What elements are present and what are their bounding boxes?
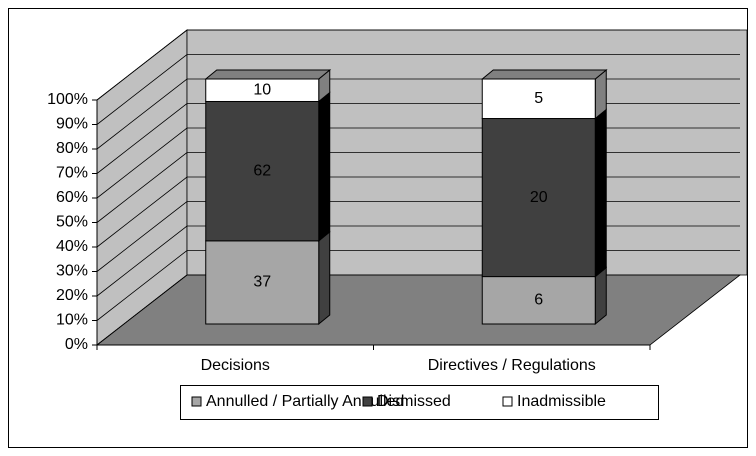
data-label: 6 [534, 292, 543, 309]
bar-side [318, 230, 331, 326]
y-tick-label: 40% [56, 238, 88, 255]
legend-swatch [502, 396, 513, 407]
bar [481, 78, 596, 120]
bar [205, 78, 320, 102]
bar-top [204, 69, 332, 80]
x-tick-label: Directives / Regulations [428, 357, 596, 374]
grid-line [96, 29, 740, 101]
y-tick-label: 10% [56, 312, 88, 329]
bar [481, 118, 596, 278]
y-tick-label: 20% [56, 287, 88, 304]
y-tick-label: 60% [56, 189, 88, 206]
y-tick-label: 30% [56, 263, 88, 280]
legend-swatch [362, 396, 373, 407]
bar-side [594, 108, 607, 278]
data-label: 37 [253, 274, 271, 291]
data-label: 10 [253, 81, 271, 98]
floor [95, 274, 742, 346]
bar [205, 240, 320, 325]
bar [481, 276, 596, 325]
bar-side [594, 266, 607, 326]
bar-side [318, 91, 331, 242]
data-label: 62 [253, 162, 271, 179]
y-tick-label: 80% [56, 140, 88, 157]
legend-swatch [191, 396, 202, 407]
legend-label: Annulled / Partially Annulled [206, 393, 404, 410]
y-tick-label: 100% [47, 91, 88, 108]
y-tick-label: 0% [65, 336, 88, 353]
bar [205, 100, 320, 242]
x-tick-label: Decisions [201, 357, 270, 374]
data-label: 20 [530, 189, 548, 206]
y-tick-label: 50% [56, 214, 88, 231]
bars: 37 62 10 6 20 5 [204, 68, 608, 326]
bar-top [480, 69, 608, 80]
legend-label: Dismissed [377, 393, 451, 410]
legend-label: Inadmissible [517, 393, 606, 410]
legend [180, 385, 659, 420]
grid-line [96, 54, 740, 125]
y-tick-label: 90% [56, 116, 88, 133]
y-tick-label: 70% [56, 165, 88, 182]
data-label: 5 [534, 90, 543, 107]
